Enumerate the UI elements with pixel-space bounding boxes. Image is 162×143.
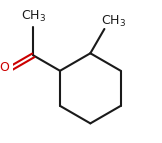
Text: CH$_3$: CH$_3$ bbox=[101, 14, 126, 29]
Text: CH$_3$: CH$_3$ bbox=[21, 9, 46, 24]
Text: O: O bbox=[0, 61, 9, 75]
